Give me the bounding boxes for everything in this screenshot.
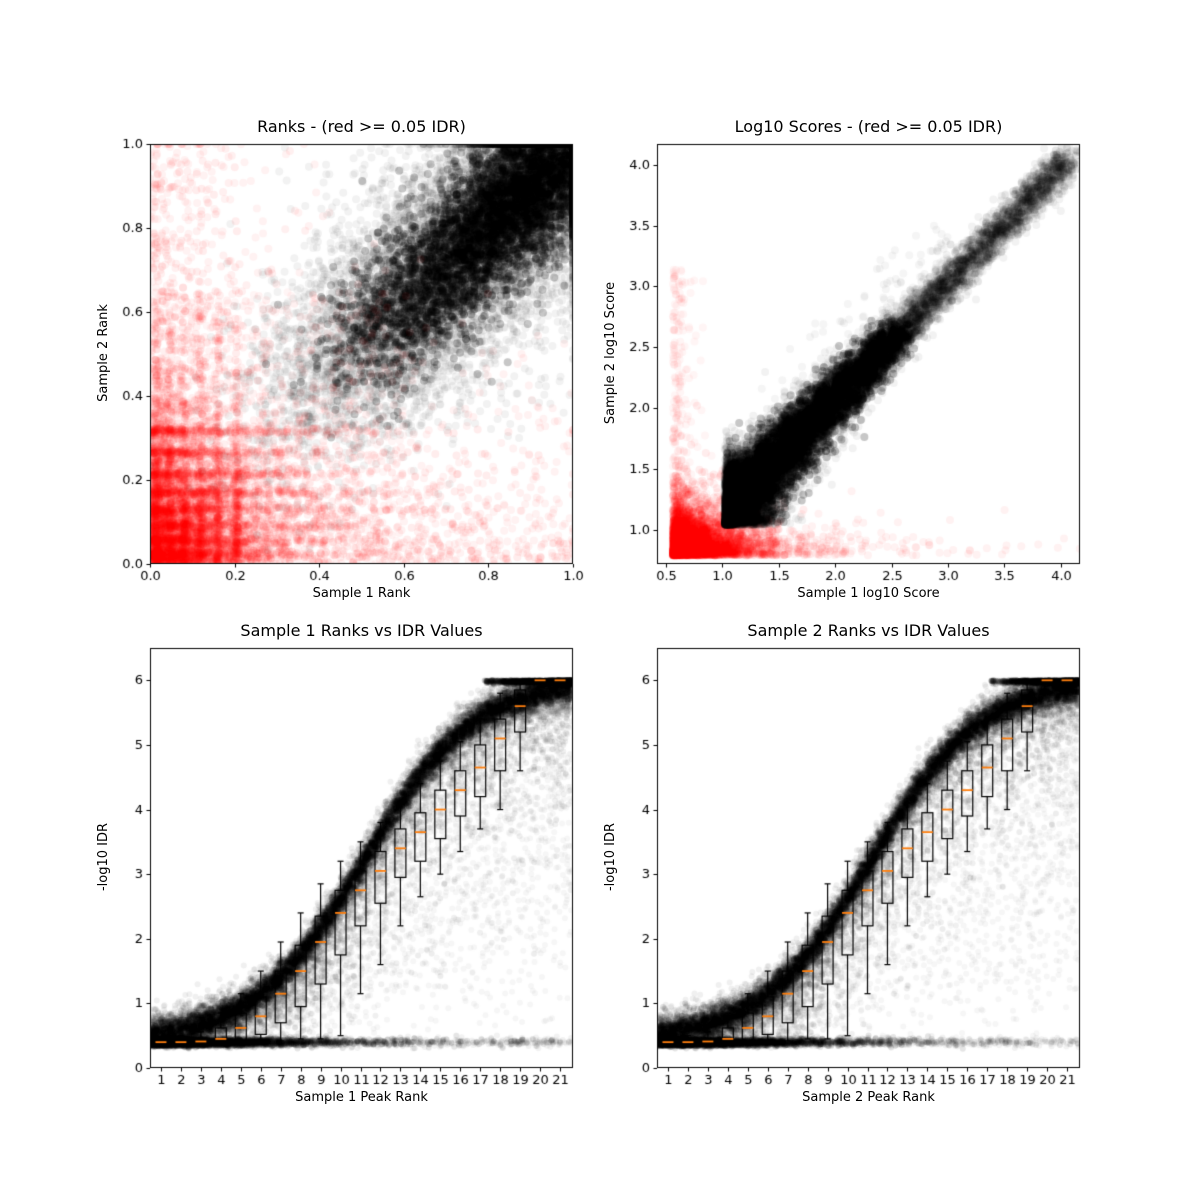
scores-xaxis-label: Sample 1 log10 Score	[797, 586, 940, 601]
sample1-idr-yaxis-label: -log10 IDR	[96, 822, 111, 892]
sample2-idr-yaxis-label: -log10 IDR	[603, 822, 618, 892]
sample2-idr-xaxis-label: Sample 2 Peak Rank	[802, 1090, 935, 1105]
ranks-yaxis-label: Sample 2 Rank	[96, 304, 111, 402]
scores-plot-title: Log10 Scores - (red >= 0.05 IDR)	[734, 117, 1003, 136]
scores-yaxis-label: Sample 2 log10 Score	[603, 281, 618, 425]
ranks-xaxis-label: Sample 1 Rank	[312, 586, 411, 601]
sample1-idr-xaxis-label: Sample 1 Peak Rank	[295, 1090, 428, 1105]
sample1-idr-plot-title: Sample 1 Ranks vs IDR Values	[240, 621, 483, 640]
ranks-plot-title: Ranks - (red >= 0.05 IDR)	[257, 117, 466, 136]
sample2-idr-plot-title: Sample 2 Ranks vs IDR Values	[747, 621, 990, 640]
